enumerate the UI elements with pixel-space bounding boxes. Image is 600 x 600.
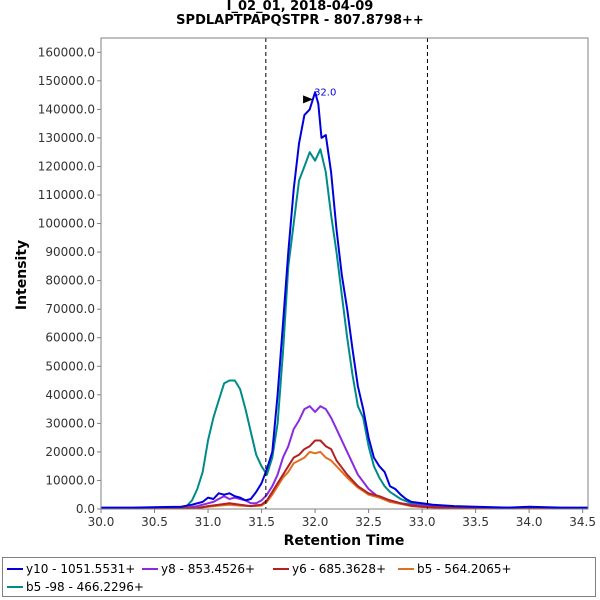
- y-tick-label: 30000.0: [45, 416, 95, 430]
- y-tick-label: 40000.0: [45, 388, 95, 402]
- legend-swatch: [142, 567, 158, 570]
- chart-subtitle: SPDLAPTPAPQSTPR - 807.8798++: [176, 13, 424, 28]
- legend-item: y8 - 853.4526+: [142, 562, 255, 576]
- legend-label: y6 - 685.3628+: [292, 562, 387, 576]
- y-tick-label: 130000.0: [38, 131, 95, 145]
- x-tick-label: 33.5: [462, 515, 489, 529]
- series-line: [100, 148, 588, 510]
- y-tick-label: 70000.0: [45, 302, 95, 316]
- peak-marker: [303, 95, 314, 104]
- legend: y10 - 1051.5531+ y8 - 853.4526+ y6 - 685.3…: [2, 557, 596, 597]
- legend-item: y10 - 1051.5531+: [7, 562, 135, 576]
- axis-layer: 0.0 10000.0 20000.0 30000.0 40000.0 50000.0 60…: [38, 37, 596, 529]
- series-layer: [100, 91, 589, 510]
- y-tick-label: 110000.0: [38, 188, 95, 202]
- legend-item: y6 - 685.3628+: [273, 562, 386, 576]
- y-tick-label: 150000.0: [38, 74, 95, 88]
- x-tick-label: 34.0: [516, 515, 543, 529]
- series-line: [101, 91, 588, 509]
- y-tick-label: 50000.0: [45, 359, 95, 373]
- legend-label: y10 - 1051.5531+: [26, 562, 136, 576]
- x-tick-label: 31.0: [195, 515, 222, 529]
- x-tick-label: 30.0: [88, 515, 115, 529]
- y-tick-label: 10000.0: [45, 473, 95, 487]
- x-tick-label: 33.0: [409, 515, 436, 529]
- y-tick-label: 80000.0: [45, 274, 95, 288]
- legend-swatch: [273, 567, 289, 570]
- x-tick-label: 34.5: [569, 515, 596, 529]
- series-line: [100, 439, 589, 510]
- x-tick-label: 31.5: [248, 515, 275, 529]
- x-axis-label: Retention Time: [284, 533, 405, 549]
- x-tick-label: 30.5: [141, 515, 168, 529]
- series-line: [100, 405, 589, 510]
- chart-title: I_02_01, 2018-04-09: [226, 0, 374, 14]
- x-tick-label: 32.5: [355, 515, 382, 529]
- legend-swatch: [7, 585, 23, 588]
- y-axis-label: Intensity: [14, 240, 30, 310]
- legend-item: b5 - 564.2065+: [398, 562, 512, 576]
- legend-label: b5 -98 - 466.2296+: [26, 580, 144, 594]
- y-tick-label: 20000.0: [45, 445, 95, 459]
- annotation-layer: 32.0: [265, 38, 428, 509]
- y-tick-label: 0.0: [76, 502, 95, 516]
- legend-label: b5 - 564.2065+: [417, 562, 512, 576]
- legend-label: y8 - 853.4526+: [161, 562, 256, 576]
- y-tick-label: 90000.0: [45, 245, 95, 259]
- plot-area: 32.0 0.0 10000.0 20000.0 30000.0 40000.0 5000…: [14, 37, 596, 549]
- plot-frame: [100, 37, 589, 510]
- peak-label: 32.0: [314, 87, 336, 98]
- legend-item: b5 -98 - 466.2296+: [7, 580, 144, 594]
- x-tick-label: 32.0: [302, 515, 329, 529]
- chart-title-block: I_02_01, 2018-04-09 SPDLAPTPAPQSTPR - 80…: [0, 0, 600, 28]
- y-tick-label: 160000.0: [38, 45, 95, 59]
- y-tick-label: 140000.0: [38, 102, 95, 116]
- y-tick-label: 60000.0: [45, 331, 95, 345]
- legend-swatch: [398, 567, 414, 570]
- y-tick-label: 100000.0: [38, 217, 95, 231]
- series-line: [100, 450, 589, 510]
- y-tick-label: 120000.0: [38, 159, 95, 173]
- legend-swatch: [7, 567, 23, 570]
